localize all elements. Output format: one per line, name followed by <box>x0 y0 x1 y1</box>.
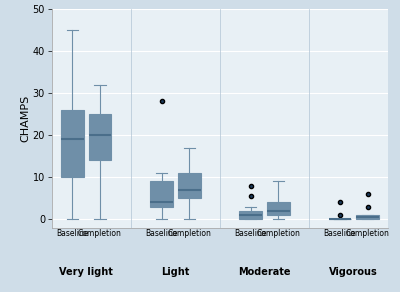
PathPatch shape <box>178 173 200 198</box>
PathPatch shape <box>356 215 379 219</box>
Text: Light: Light <box>161 267 190 277</box>
Text: Vigorous: Vigorous <box>330 267 378 277</box>
Text: Very light: Very light <box>59 267 113 277</box>
PathPatch shape <box>267 202 290 215</box>
Text: Moderate: Moderate <box>238 267 291 277</box>
Y-axis label: CHAMPS: CHAMPS <box>20 95 30 142</box>
PathPatch shape <box>240 211 262 219</box>
PathPatch shape <box>89 114 111 160</box>
PathPatch shape <box>61 110 84 177</box>
PathPatch shape <box>150 181 173 207</box>
